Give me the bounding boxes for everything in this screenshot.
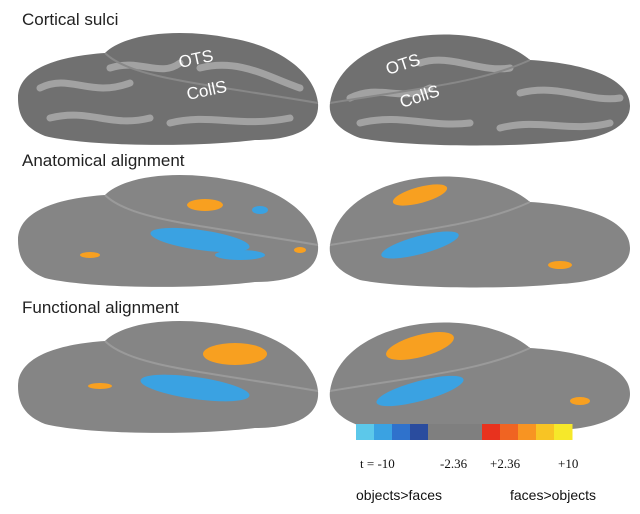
colorbar-cell (410, 424, 429, 440)
contrast-label: objects>faces (356, 487, 442, 503)
brain-row (18, 321, 630, 433)
colorbar-cell (446, 424, 465, 440)
colorbar-cell (356, 424, 375, 440)
contrast-label: faces>objects (510, 487, 596, 503)
brain-row (18, 175, 630, 287)
brain-row (18, 33, 630, 145)
colorbar-tick-label: +2.36 (490, 456, 521, 471)
colorbar-cell (374, 424, 393, 440)
colorbar-cell (518, 424, 537, 440)
panel-title: Cortical sulci (22, 10, 118, 29)
colorbar-tick-label: +10 (558, 456, 578, 471)
colorbar-cell (428, 424, 447, 440)
colorbar-cell (536, 424, 555, 440)
figure: Cortical sulci Anatomical alignment Func… (0, 0, 640, 514)
colorbar-tick-label: -2.36 (440, 456, 468, 471)
panel-title: Anatomical alignment (22, 151, 185, 170)
colorbar (356, 424, 573, 440)
panel-title: Functional alignment (22, 298, 179, 317)
colorbar-cell (464, 424, 483, 440)
colorbar-cell (392, 424, 411, 440)
colorbar-cell (482, 424, 501, 440)
colorbar-cell (500, 424, 519, 440)
colorbar-tick-label: t = -10 (360, 456, 395, 471)
colorbar-cell (554, 424, 573, 440)
